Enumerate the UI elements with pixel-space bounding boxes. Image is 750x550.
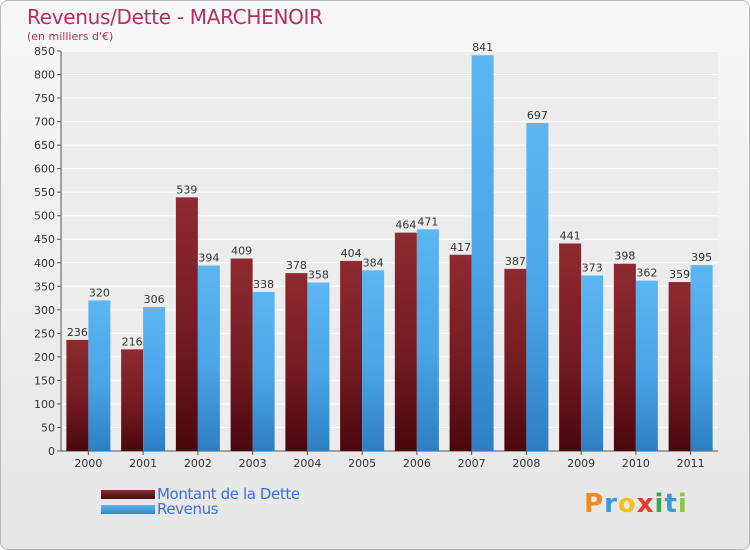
data-label-dette: 417 bbox=[450, 241, 471, 254]
bar-revenus bbox=[635, 280, 658, 451]
logo-letter: P bbox=[584, 489, 605, 519]
bar-dette bbox=[613, 263, 636, 451]
data-label-revenus: 338 bbox=[253, 278, 274, 291]
y-tick-label: 500 bbox=[34, 210, 55, 223]
x-tick-label: 2005 bbox=[348, 457, 376, 470]
data-label-revenus: 362 bbox=[636, 267, 657, 280]
y-tick-label: 650 bbox=[34, 139, 55, 152]
logo-letter: r bbox=[604, 489, 618, 519]
y-tick-label: 400 bbox=[34, 257, 55, 270]
legend-item-dette: Montant de la Dette bbox=[101, 487, 300, 502]
x-tick-label: 2003 bbox=[239, 457, 267, 470]
bar-dette bbox=[559, 243, 582, 451]
y-tick-label: 550 bbox=[34, 186, 55, 199]
x-tick-label: 2001 bbox=[129, 457, 157, 470]
legend-swatch-dette bbox=[101, 490, 155, 499]
logo-letter: t bbox=[664, 489, 678, 519]
y-tick-label: 350 bbox=[34, 280, 55, 293]
x-tick-label: 2009 bbox=[567, 457, 595, 470]
bar-dette bbox=[121, 349, 144, 451]
bar-revenus bbox=[581, 275, 604, 451]
chart-subtitle: (en milliers d'€) bbox=[27, 30, 114, 43]
y-tick-label: 700 bbox=[34, 116, 55, 129]
data-label-dette: 387 bbox=[505, 255, 526, 268]
data-label-dette: 404 bbox=[341, 247, 362, 260]
bar-revenus bbox=[307, 282, 330, 451]
y-tick-label: 0 bbox=[48, 445, 55, 458]
data-label-revenus: 358 bbox=[308, 269, 329, 282]
data-label-revenus: 384 bbox=[363, 256, 384, 269]
bar-revenus bbox=[362, 270, 385, 451]
data-label-revenus: 306 bbox=[144, 293, 165, 306]
logo-letter: i bbox=[654, 489, 665, 519]
x-tick-label: 2002 bbox=[184, 457, 212, 470]
y-tick-label: 250 bbox=[34, 327, 55, 340]
y-tick-label: 600 bbox=[34, 163, 55, 176]
bar-revenus bbox=[526, 123, 549, 451]
bar-dette bbox=[504, 268, 527, 451]
bar-revenus bbox=[197, 265, 220, 451]
legend: Montant de la Dette Revenus bbox=[101, 487, 300, 517]
chart-title: Revenus/Dette - MARCHENOIR bbox=[27, 5, 323, 29]
bar-dette bbox=[175, 197, 198, 451]
data-label-dette: 441 bbox=[560, 229, 581, 242]
legend-item-revenus: Revenus bbox=[101, 502, 300, 517]
x-tick-label: 2004 bbox=[293, 457, 321, 470]
bar-dette bbox=[340, 260, 363, 451]
x-tick-label: 2006 bbox=[403, 457, 431, 470]
y-tick-label: 750 bbox=[34, 92, 55, 105]
bar-revenus bbox=[88, 300, 111, 451]
bar-revenus bbox=[252, 291, 275, 451]
y-tick-label: 850 bbox=[34, 45, 55, 58]
bar-dette bbox=[449, 254, 472, 451]
data-label-revenus: 320 bbox=[89, 286, 110, 299]
y-tick-label: 200 bbox=[34, 351, 55, 364]
plot-area bbox=[61, 51, 718, 451]
data-label-dette: 236 bbox=[67, 326, 88, 339]
bar-revenus bbox=[416, 229, 439, 451]
data-label-revenus: 471 bbox=[417, 215, 438, 228]
proxiti-logo: Proxiti bbox=[584, 489, 688, 519]
x-tick-label: 2011 bbox=[677, 457, 705, 470]
data-label-revenus: 841 bbox=[472, 41, 493, 54]
logo-letter: i bbox=[677, 489, 688, 519]
y-tick-label: 450 bbox=[34, 233, 55, 246]
bar-revenus bbox=[471, 55, 494, 452]
bar-dette bbox=[394, 232, 417, 451]
bar-dette bbox=[66, 339, 89, 451]
data-label-revenus: 395 bbox=[691, 251, 712, 264]
y-tick-label: 50 bbox=[41, 421, 55, 434]
data-label-dette: 398 bbox=[614, 250, 635, 263]
legend-label-dette: Montant de la Dette bbox=[157, 485, 300, 503]
y-tick-label: 300 bbox=[34, 304, 55, 317]
data-label-dette: 378 bbox=[286, 259, 307, 272]
data-label-revenus: 394 bbox=[198, 252, 219, 265]
legend-swatch-revenus bbox=[101, 505, 155, 514]
y-tick-label: 800 bbox=[34, 69, 55, 82]
y-tick-label: 150 bbox=[34, 374, 55, 387]
data-label-dette: 216 bbox=[122, 335, 143, 348]
bar-dette bbox=[668, 282, 691, 451]
data-label-revenus: 373 bbox=[582, 261, 603, 274]
data-label-dette: 539 bbox=[176, 183, 197, 196]
logo-letter: x bbox=[636, 489, 655, 519]
x-tick-label: 2007 bbox=[458, 457, 486, 470]
data-label-dette: 409 bbox=[231, 245, 252, 258]
bar-dette bbox=[285, 273, 308, 451]
logo-letter: o bbox=[617, 489, 637, 519]
bar-revenus bbox=[143, 307, 166, 451]
legend-label-revenus: Revenus bbox=[157, 500, 219, 518]
x-tick-label: 2010 bbox=[622, 457, 650, 470]
x-tick-label: 2008 bbox=[512, 457, 540, 470]
bar-revenus bbox=[690, 265, 713, 451]
bar-dette bbox=[230, 258, 253, 451]
y-tick-label: 100 bbox=[34, 398, 55, 411]
data-label-revenus: 697 bbox=[527, 109, 548, 122]
data-label-dette: 464 bbox=[395, 219, 416, 232]
data-label-dette: 359 bbox=[669, 268, 690, 281]
x-tick-label: 2000 bbox=[74, 457, 102, 470]
